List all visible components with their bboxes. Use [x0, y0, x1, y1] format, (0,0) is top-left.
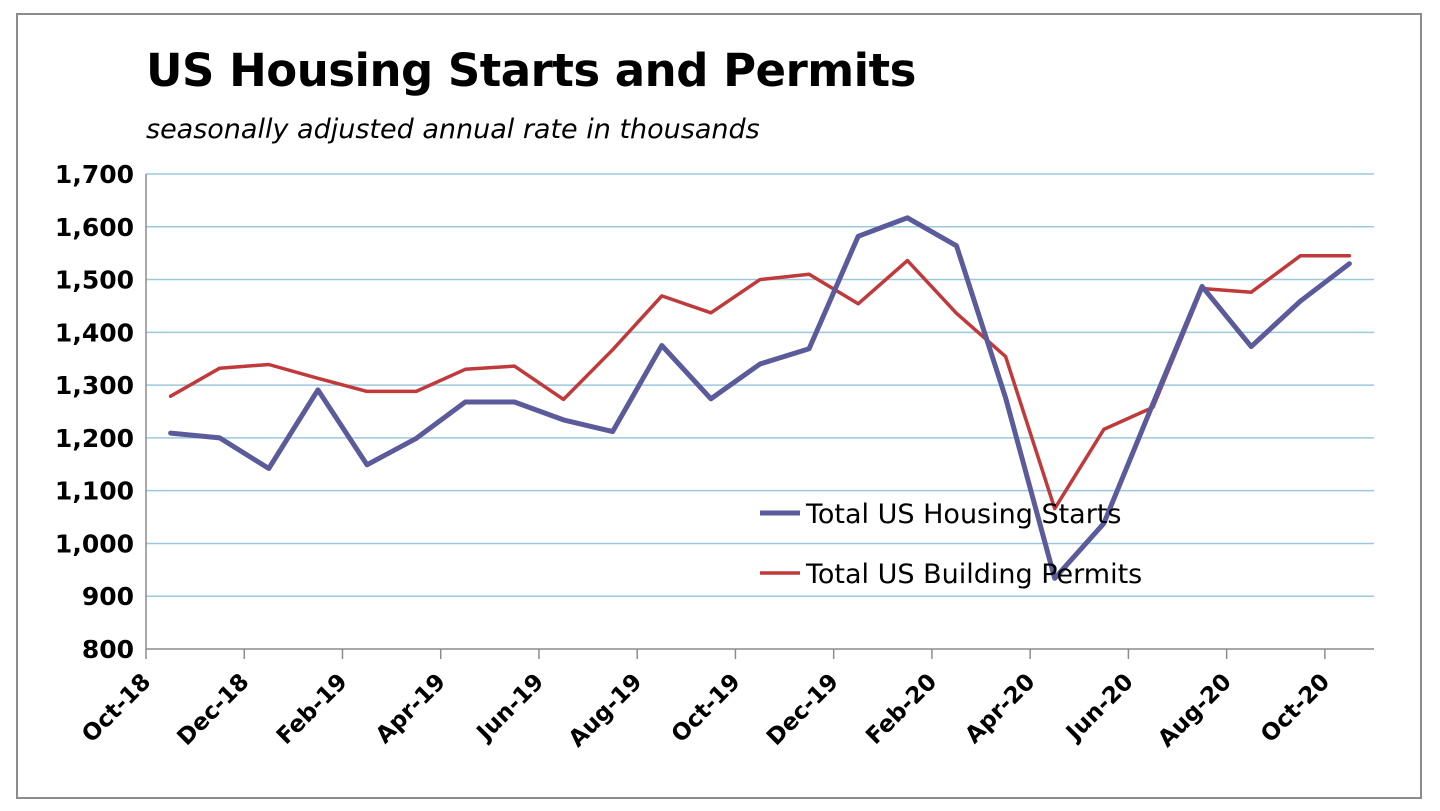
series-line-building-permits: [168, 254, 1352, 511]
x-tick-label: Aug-19: [564, 669, 648, 753]
x-tick-label: Oct-19: [667, 669, 746, 748]
series-line-housing-starts: [168, 215, 1352, 581]
x-tick-label: Dec-18: [173, 669, 255, 751]
x-tick-label: Aug-20: [1153, 669, 1237, 753]
y-tick-label: 900: [82, 582, 134, 611]
y-tick-label: 1,100: [55, 477, 134, 506]
chart-frame: [16, 13, 1422, 799]
legend-label: Total US Building Permits: [805, 559, 1142, 590]
x-tick-label: Oct-20: [1256, 669, 1335, 748]
x-tick-label: Apr-19: [371, 669, 451, 749]
x-tick-label: Apr-20: [960, 669, 1040, 749]
y-tick-label: 1,200: [55, 424, 134, 453]
x-tick-label: Feb-20: [861, 669, 942, 750]
y-tick-label: 1,000: [55, 529, 134, 558]
y-tick-label: 1,400: [55, 318, 134, 347]
y-tick-label: 1,600: [55, 213, 134, 242]
y-tick-label: 1,500: [55, 266, 134, 295]
x-tick-label: Oct-18: [77, 669, 156, 748]
x-tick-label: Jun-20: [1060, 669, 1138, 747]
x-tick-label: Dec-19: [762, 669, 844, 751]
x-tick-label: Feb-19: [272, 669, 353, 750]
y-tick-label: 1,300: [55, 371, 134, 400]
chart-title: US Housing Starts and Permits: [146, 44, 916, 97]
x-tick-label: Jun-19: [471, 669, 549, 747]
y-tick-label: 1,700: [55, 160, 134, 189]
y-tick-label: 800: [82, 635, 134, 664]
legend-label: Total US Housing Starts: [805, 499, 1121, 530]
chart-subtitle: seasonally adjusted annual rate in thous…: [146, 114, 760, 145]
